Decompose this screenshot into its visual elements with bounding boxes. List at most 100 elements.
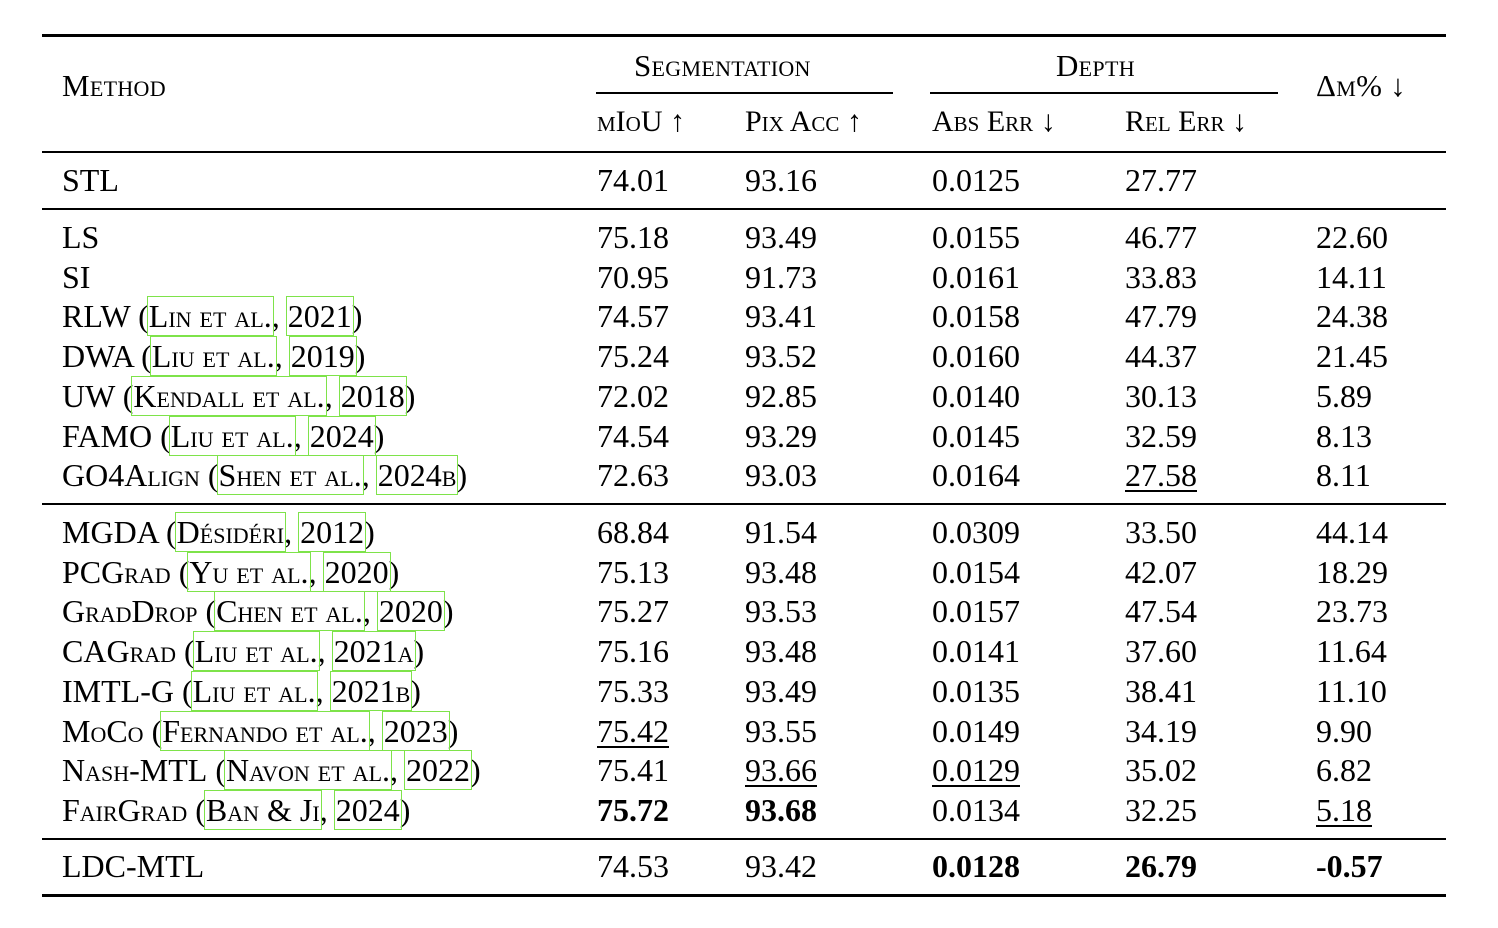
delta-cell: 18.29 (1316, 553, 1388, 590)
citation-year-link[interactable]: 2021 (285, 296, 354, 337)
citation-year-link[interactable]: 2021b (329, 670, 413, 711)
delta-cell: 5.89 (1316, 377, 1372, 414)
bottom-rule (42, 894, 1446, 897)
citation-author-link[interactable]: Yu et al. (187, 551, 311, 592)
citation-year-link[interactable]: 2018 (338, 375, 407, 416)
stl-method: STL (62, 162, 119, 198)
rel-cell: 44.37 (1125, 338, 1197, 375)
citation-author-link[interactable]: Liu et al. (190, 670, 318, 711)
abs-cell: 0.0309 (932, 514, 1020, 550)
header-segmentation: Segmentation (634, 48, 811, 83)
miou-cell: 75.41 (597, 752, 669, 789)
method-cell: FAMO (Liu et al., 2024) (62, 415, 385, 456)
abs-cell: 0.0161 (932, 258, 1020, 295)
method-cell: RLW (Lin et al., 2021) (62, 296, 363, 337)
abs-cell: 0.0149 (932, 712, 1020, 749)
delta-cell: 23.73 (1316, 593, 1388, 630)
rel-cell: 33.50 (1125, 514, 1197, 550)
citation-author-link[interactable]: Fernando et al. (160, 710, 370, 751)
rel-cell: 47.79 (1125, 298, 1197, 335)
delta-cell: 22.60 (1316, 219, 1388, 255)
abs-cell: 0.0154 (932, 553, 1020, 590)
pix-cell: 93.48 (745, 553, 817, 590)
citation-year-link[interactable]: 2022 (404, 750, 473, 791)
method-name: GO4Align (62, 457, 200, 494)
method-name: RLW (62, 298, 131, 335)
pix-cell: 93.49 (745, 672, 817, 709)
abs-cell: 0.0135 (932, 672, 1020, 709)
citation-author-link[interactable]: Ban & Ji (203, 789, 322, 830)
method-name: SI (62, 258, 91, 295)
method-name: FairGrad (62, 791, 188, 828)
method-name: MGDA (62, 514, 159, 550)
citation-year-link[interactable]: 2012 (298, 512, 367, 552)
rel-cell: 35.02 (1125, 752, 1197, 789)
pix-cell: 93.55 (745, 712, 817, 749)
pix-cell: 93.41 (745, 298, 817, 335)
citation-year-link[interactable]: 2021a (331, 631, 416, 672)
method-cell: GradDrop (Chen et al., 2020) (62, 591, 454, 632)
abs-cell: 0.0155 (932, 219, 1020, 255)
stl-rule (42, 208, 1446, 210)
header-miou: mIoU ↑ (597, 105, 685, 138)
miou-cell: 75.24 (597, 338, 669, 375)
method-name: GradDrop (62, 593, 198, 630)
method-name: DWA (62, 338, 134, 375)
header-abs-err: Abs Err ↓ (932, 105, 1056, 138)
pix-cell: 91.73 (745, 258, 817, 295)
abs-cell: 0.0140 (932, 377, 1020, 414)
abs-cell: 0.0134 (932, 791, 1020, 828)
method-cell: FairGrad (Ban & Ji, 2024) (62, 789, 411, 830)
pix-cell: 93.48 (745, 633, 817, 670)
miou-cell: 75.13 (597, 553, 669, 590)
citation-year-link[interactable]: 2024 (307, 415, 376, 456)
segmentation-cmidrule (596, 92, 893, 94)
stl-rel: 27.77 (1125, 162, 1197, 198)
header-rule (42, 151, 1446, 153)
citation-year-link[interactable]: 2020 (322, 551, 391, 592)
citation-author-link[interactable]: Chen et al. (214, 591, 365, 632)
citation-author-link[interactable]: Liu et al. (168, 415, 296, 456)
method-name: Nash-MTL (62, 752, 208, 789)
pix-cell: 92.85 (745, 377, 817, 414)
method-cell: MoCo (Fernando et al., 2023) (62, 710, 459, 751)
citation-author-link[interactable]: Shen et al. (216, 455, 364, 496)
citation-year-link[interactable]: 2023 (381, 710, 450, 751)
citation-author-link[interactable]: Navon et al. (223, 750, 393, 791)
miou-cell: 75.72 (597, 791, 669, 828)
rel-cell: 27.58 (1125, 457, 1197, 494)
rel-cell: 38.41 (1125, 672, 1197, 709)
citation-year-link[interactable]: 2019 (288, 336, 357, 377)
method-cell: GO4Align (Shen et al., 2024b) (62, 455, 468, 496)
miou-cell: 68.84 (597, 514, 669, 550)
depth-cmidrule (930, 92, 1278, 94)
citation-author-link[interactable]: Kendall et al. (131, 375, 327, 416)
delta-cell: 14.11 (1316, 258, 1387, 295)
method-name: IMTL-G (62, 672, 174, 709)
citation-author-link[interactable]: Liu et al. (149, 336, 277, 377)
method-name: MoCo (62, 712, 144, 749)
abs-cell: 0.0158 (932, 298, 1020, 335)
header-pix-acc: Pix Acc ↑ (745, 105, 862, 138)
citation-year-link[interactable]: 2024 (333, 789, 402, 830)
ours-rel: 26.79 (1125, 848, 1197, 884)
miou-cell: 75.33 (597, 672, 669, 709)
method-cell: UW (Kendall et al., 2018) (62, 375, 416, 416)
rel-cell: 32.25 (1125, 791, 1197, 828)
rel-cell: 32.59 (1125, 417, 1197, 454)
pix-cell: 93.29 (745, 417, 817, 454)
citation-author-link[interactable]: Lin et al. (146, 296, 274, 337)
delta-cell: 9.90 (1316, 712, 1372, 749)
delta-cell: 44.14 (1316, 514, 1388, 550)
ours-abs: 0.0128 (932, 848, 1020, 884)
method-cell: DWA (Liu et al., 2019) (62, 336, 366, 377)
citation-year-link[interactable]: 2024b (375, 455, 459, 496)
stl-abs: 0.0125 (932, 162, 1020, 198)
citation-year-link[interactable]: 2020 (376, 591, 445, 632)
citation-author-link[interactable]: Désidéri (174, 512, 287, 552)
miou-cell: 70.95 (597, 258, 669, 295)
citation-author-link[interactable]: Liu et al. (192, 631, 320, 672)
abs-cell: 0.0164 (932, 457, 1020, 494)
rel-cell: 46.77 (1125, 219, 1197, 255)
miou-cell: 75.16 (597, 633, 669, 670)
